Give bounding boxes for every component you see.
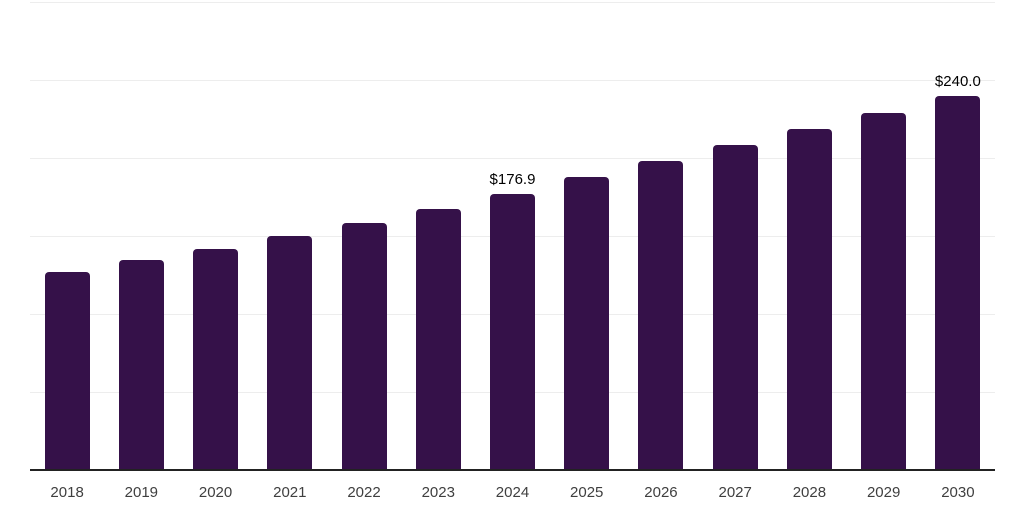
- gridline-200: [30, 157, 995, 159]
- x-tick-2023: 2023: [421, 484, 455, 501]
- x-tick-2022: 2022: [347, 484, 381, 501]
- gridline-300: [30, 2, 995, 3]
- x-tick-2020: 2020: [198, 484, 233, 501]
- x-tick-2021: 2021: [273, 484, 307, 501]
- bar-2019: [118, 260, 164, 470]
- bar-2018: [44, 271, 90, 470]
- x-tick-2027: 2027: [718, 484, 752, 501]
- bar-2024: [490, 194, 535, 470]
- gridline-250: [30, 79, 995, 81]
- data-label-2030: $240.0: [934, 73, 981, 90]
- bar-2020: [193, 248, 239, 470]
- bar-2027: [712, 144, 758, 470]
- x-tick-2024: 2024: [495, 484, 530, 501]
- x-tick-2028: 2028: [792, 484, 827, 501]
- bar-2028: [786, 128, 832, 470]
- bar-2022: [341, 222, 387, 470]
- bar-2025: [564, 176, 610, 470]
- x-tick-2019: 2019: [124, 484, 159, 501]
- bar-2026: [638, 160, 684, 470]
- bar-2021: [267, 235, 313, 470]
- x-tick-2025: 2025: [570, 484, 604, 501]
- data-label-2024: $176.9: [489, 171, 536, 189]
- bar-2030: [935, 96, 981, 470]
- x-tick-2018: 2018: [50, 484, 84, 501]
- x-tick-2029: 2029: [866, 484, 901, 501]
- bar-2029: [861, 112, 907, 470]
- x-tick-2026: 2026: [644, 484, 678, 501]
- x-tick-2030: 2030: [941, 484, 975, 501]
- x-axis-line: [30, 469, 995, 471]
- bar-2023: [415, 208, 461, 470]
